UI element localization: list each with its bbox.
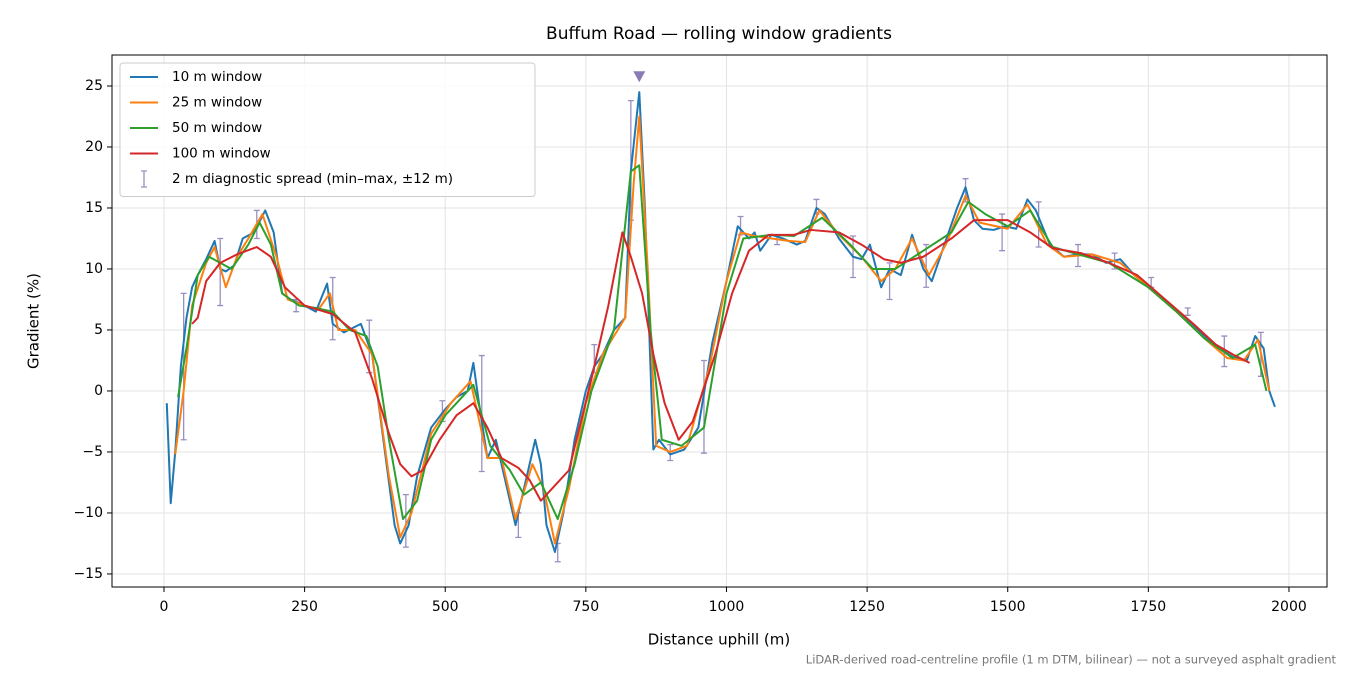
x-tick-label: 2000 <box>1271 599 1307 615</box>
legend-box <box>119 62 536 197</box>
legend-label: 50 m window <box>172 120 262 136</box>
legend-label: 10 m window <box>172 69 262 85</box>
error-bar <box>700 359 707 454</box>
error-bar <box>402 494 409 548</box>
y-tick-label: −15 <box>73 566 103 582</box>
error-bar <box>923 243 930 288</box>
y-tick-label: 20 <box>85 139 103 155</box>
legend-label: 25 m window <box>172 95 262 111</box>
y-axis-label: Gradient (%) <box>25 273 43 369</box>
legend-label: 100 m window <box>172 146 271 162</box>
peak-marker <box>633 71 646 83</box>
legend-label: 2 m diagnostic spread (min–max, ±12 m) <box>172 171 453 187</box>
chart-title: Buffum Road — rolling window gradients <box>546 24 892 44</box>
footnote: LiDAR-derived road-centreline profile (1… <box>806 653 1337 667</box>
y-tick-label: 25 <box>85 78 103 94</box>
y-tick-label: 10 <box>85 261 103 277</box>
x-tick-label: 250 <box>291 599 318 615</box>
data-line <box>177 164 1268 521</box>
x-tick-label: 1750 <box>1131 599 1167 615</box>
legend-swatch <box>141 170 147 188</box>
y-tick-label: −5 <box>82 444 103 460</box>
x-tick-label: 500 <box>432 599 459 615</box>
error-bar <box>217 237 224 307</box>
y-tick-label: −10 <box>73 505 103 521</box>
y-tick-label: 0 <box>94 383 103 399</box>
x-tick-label: 1250 <box>849 599 885 615</box>
x-tick-label: 0 <box>160 599 169 615</box>
y-tick-label: 15 <box>85 200 103 216</box>
error-bar <box>1184 307 1191 316</box>
x-tick-label: 750 <box>572 599 599 615</box>
data-line <box>191 219 1251 502</box>
y-tick-label: 5 <box>94 322 103 338</box>
x-axis-label: Distance uphill (m) <box>648 631 790 649</box>
x-tick-label: 1000 <box>709 599 745 615</box>
x-tick-label: 1500 <box>990 599 1026 615</box>
plot-frame <box>111 54 1328 588</box>
